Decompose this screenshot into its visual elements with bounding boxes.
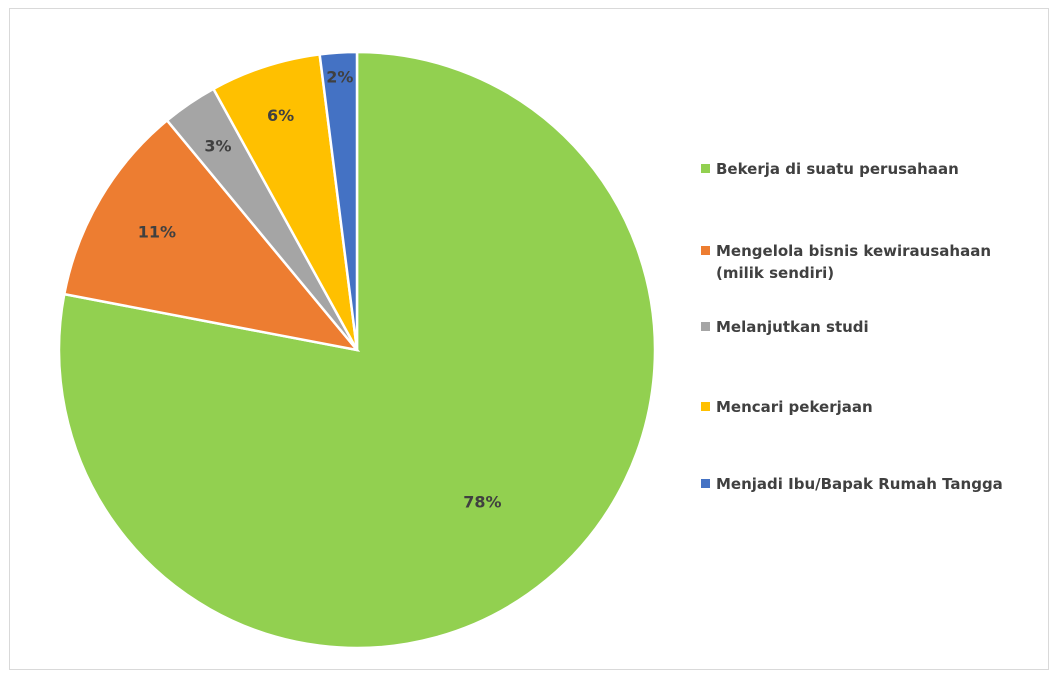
legend-label-5: Menjadi Ibu/Bapak Rumah Tangga xyxy=(716,475,1003,493)
legend-item-5: Menjadi Ibu/Bapak Rumah Tangga xyxy=(701,473,1036,495)
data-label-2: 11% xyxy=(138,223,176,242)
legend-label-1: Bekerja di suatu perusahaan xyxy=(716,160,959,178)
legend-label-2: Mengelola bisnis kewirausahaan (milik se… xyxy=(716,242,991,282)
pie-slice-1 xyxy=(57,50,657,650)
legend-swatch-3 xyxy=(701,322,710,331)
data-label-3: 3% xyxy=(204,136,231,155)
legend-item-1: Bekerja di suatu perusahaan xyxy=(701,158,1036,180)
legend-swatch-2 xyxy=(701,246,710,255)
legend-item-2: Mengelola bisnis kewirausahaan (milik se… xyxy=(701,240,1036,284)
pie-slice-5 xyxy=(318,50,359,351)
legend-label-3: Melanjutkan studi xyxy=(716,318,869,336)
data-label-1: 78% xyxy=(463,493,501,512)
legend-swatch-5 xyxy=(701,479,710,488)
pie-slice-2 xyxy=(62,118,361,352)
legend-item-3: Melanjutkan studi xyxy=(701,316,1036,338)
data-label-5: 2% xyxy=(326,67,353,86)
legend-swatch-1 xyxy=(701,164,710,173)
data-label-4: 6% xyxy=(267,106,294,125)
legend-label-4: Mencari pekerjaan xyxy=(716,398,873,416)
legend-item-4: Mencari pekerjaan xyxy=(701,396,1036,418)
legend-swatch-4 xyxy=(701,402,710,411)
